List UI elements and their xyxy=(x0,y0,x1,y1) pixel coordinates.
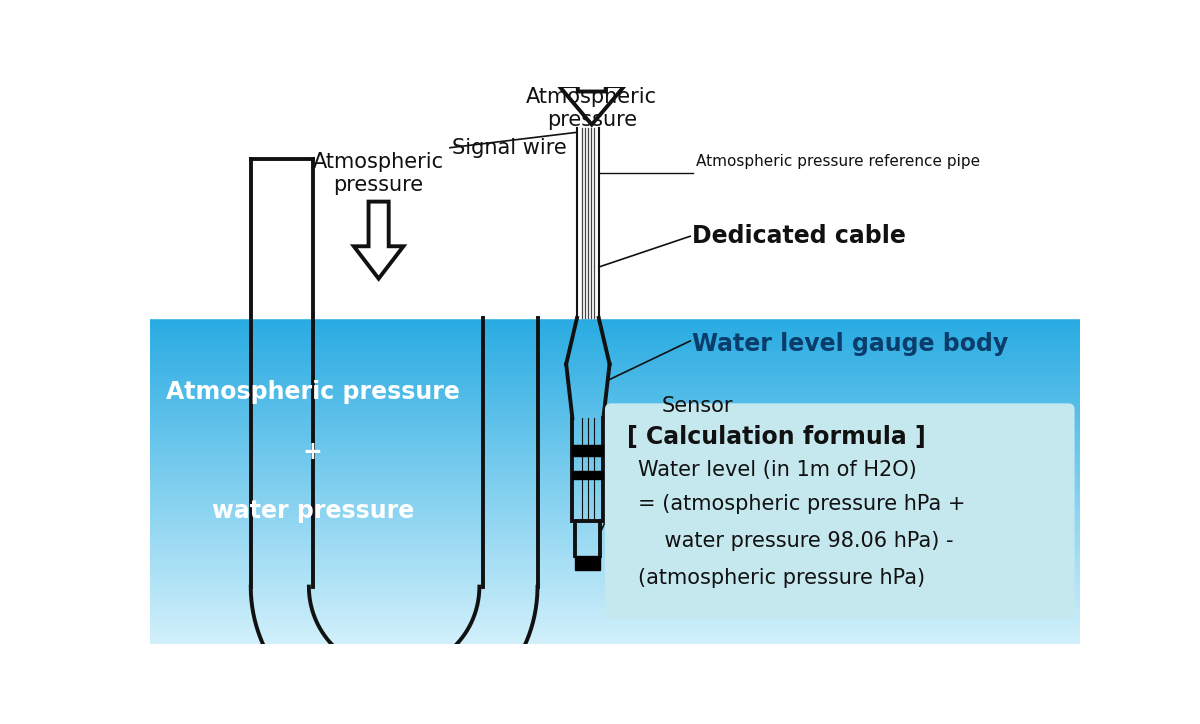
Text: Water level (in 1m of H2O): Water level (in 1m of H2O) xyxy=(638,460,917,479)
Text: = (atmospheric pressure hPa +: = (atmospheric pressure hPa + xyxy=(638,494,966,514)
Bar xyxy=(576,556,600,570)
Text: (atmospheric pressure hPa): (atmospheric pressure hPa) xyxy=(638,568,925,588)
Bar xyxy=(150,87,1080,318)
Text: Dedicated cable: Dedicated cable xyxy=(692,224,906,248)
Text: water pressure 98.06 hPa) -: water pressure 98.06 hPa) - xyxy=(638,531,954,551)
Text: Sensor: Sensor xyxy=(661,395,733,416)
FancyBboxPatch shape xyxy=(605,403,1074,620)
Bar xyxy=(572,471,604,479)
Text: Signal wire: Signal wire xyxy=(452,138,568,158)
Text: Atmospheric pressure reference pipe: Atmospheric pressure reference pipe xyxy=(696,154,979,169)
Text: Water level gauge body: Water level gauge body xyxy=(692,332,1009,355)
Text: Atmospheric
pressure: Atmospheric pressure xyxy=(313,152,444,195)
Text: Atmospheric pressure

+

water pressure: Atmospheric pressure + water pressure xyxy=(166,380,460,523)
Text: Atmospheric
pressure: Atmospheric pressure xyxy=(526,87,658,130)
Text: [ Calculation formula ]: [ Calculation formula ] xyxy=(626,425,925,449)
Bar xyxy=(572,445,604,455)
